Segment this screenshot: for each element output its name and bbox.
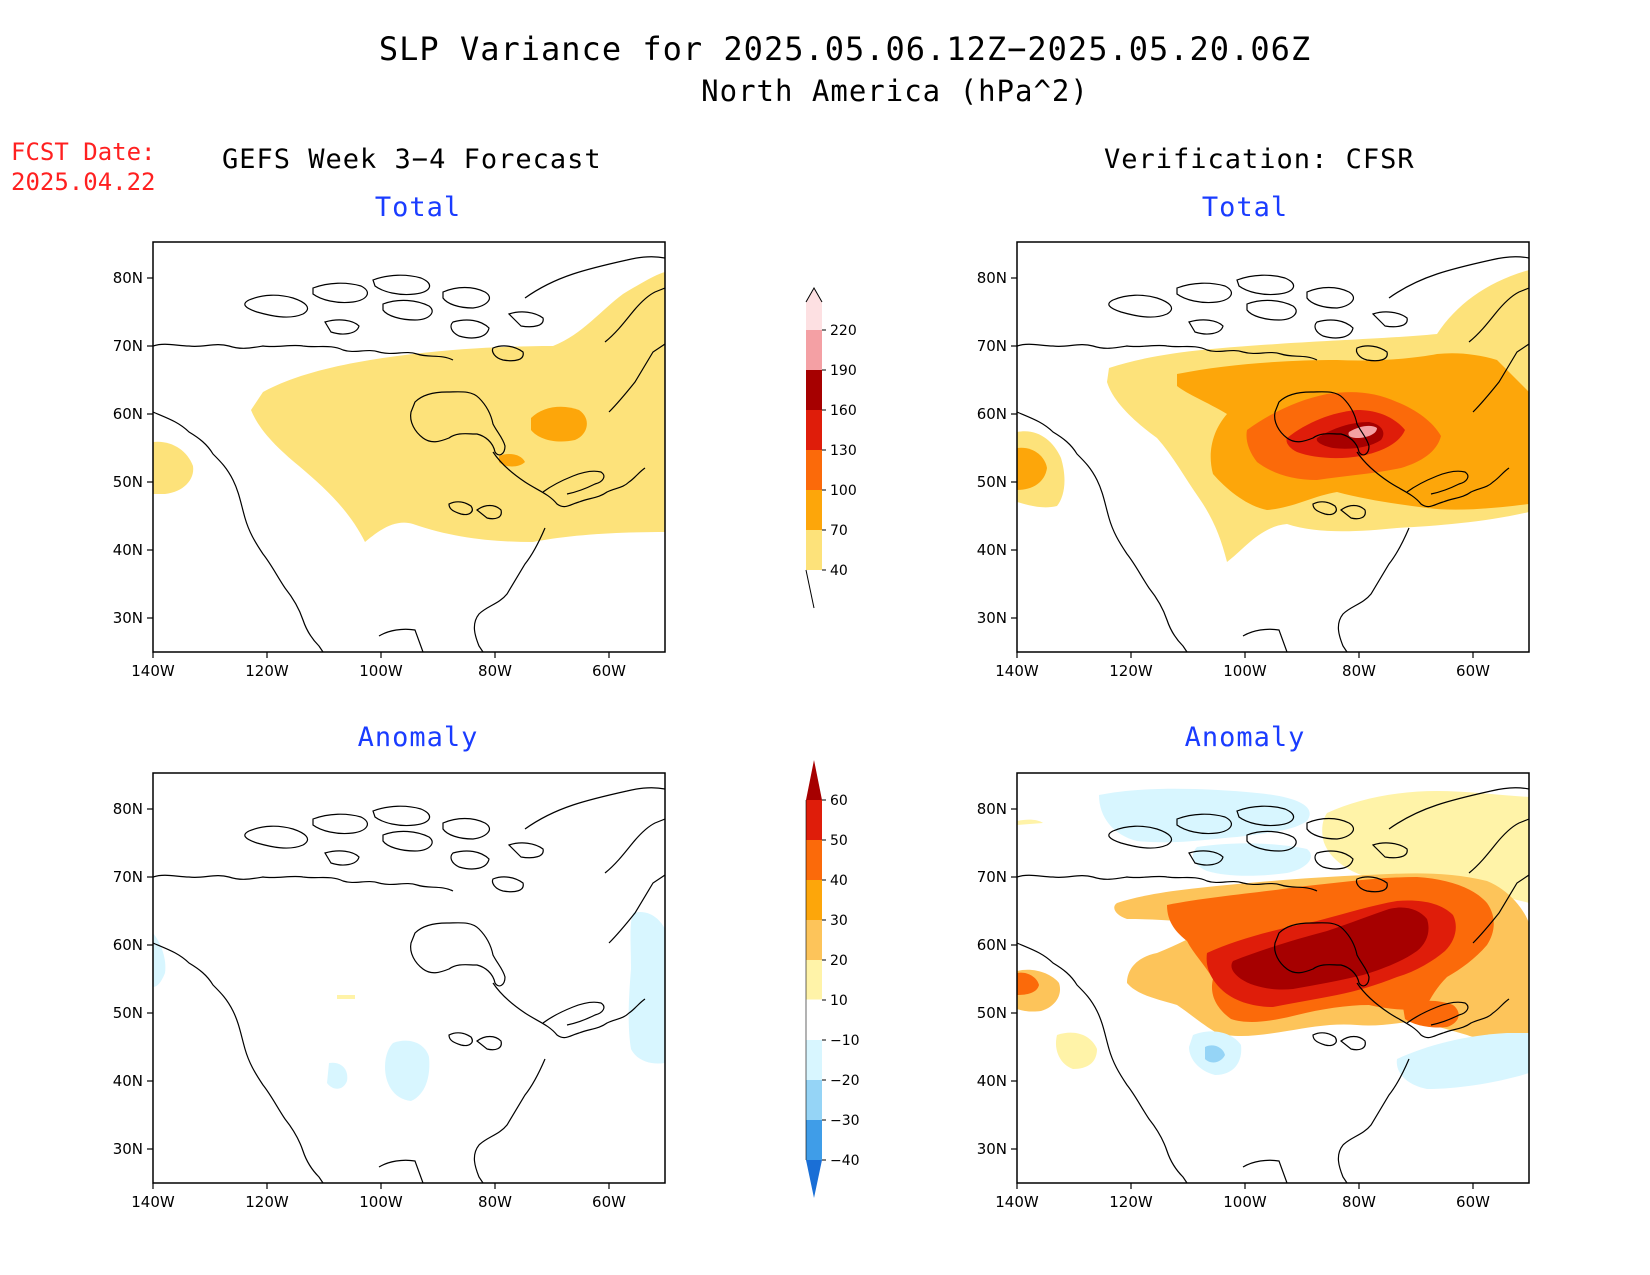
lat-tick-label: 40N xyxy=(977,1072,1007,1090)
lat-tick-label: 60N xyxy=(113,936,143,954)
fcst-date-value: 2025.04.22 xyxy=(11,168,156,196)
colorbar-total-top-triangle xyxy=(805,286,823,303)
colorbar-total-label: 190 xyxy=(830,363,857,379)
lon-tick-label: 80W xyxy=(478,662,512,680)
lat-tick-label: 60N xyxy=(113,405,143,423)
lon-tick-label: 120W xyxy=(245,1193,289,1211)
colorbar-anomaly-swatch xyxy=(806,1120,822,1160)
lat-tick-label: 70N xyxy=(113,868,143,886)
colorbar-anomaly: 60 50 40 30 20 10 −10 −20 −30 −40 xyxy=(805,760,860,1198)
colorbar-anomaly-label: −30 xyxy=(830,1113,860,1129)
colorbar-total-swatch xyxy=(806,450,822,490)
colorbar-total-swatch xyxy=(806,330,822,370)
map-panel-forecast-anomaly xyxy=(152,772,666,1184)
axis-labels: 140W 120W 100W 80W 60W 80N 70N 60N 50N 40N 30N 140W… xyxy=(113,269,1490,1211)
lat-tick-label: 30N xyxy=(977,1140,1007,1158)
lon-tick-label: 60W xyxy=(1456,662,1490,680)
main-title: SLP Variance for 2025.05.06.12Z−2025.05.… xyxy=(378,30,1312,68)
fcst-date-label: FCST Date: xyxy=(11,138,156,166)
lat-tick-label: 70N xyxy=(977,868,1007,886)
lat-tick-label: 60N xyxy=(977,936,1007,954)
panel-title-forecast-total: Total xyxy=(374,192,462,223)
lat-tick-label: 40N xyxy=(977,541,1007,559)
lon-tick-label: 120W xyxy=(1109,662,1153,680)
colorbar-anomaly-label: 50 xyxy=(830,833,848,849)
lon-tick-label: 120W xyxy=(245,662,289,680)
lon-tick-label: 60W xyxy=(592,662,626,680)
map-panel-verification-total xyxy=(1016,241,1530,653)
colorbar-anomaly-swatch xyxy=(806,960,822,1000)
colorbar-anomaly-swatch xyxy=(806,1040,822,1080)
colorbar-total-label: 40 xyxy=(830,563,848,579)
map-panel-verification-anomaly xyxy=(1016,772,1530,1184)
lon-tick-label: 100W xyxy=(359,1193,403,1211)
lon-tick-label: 100W xyxy=(1223,1193,1267,1211)
lon-tick-label: 120W xyxy=(1109,1193,1153,1211)
panel-title-verification-total: Total xyxy=(1201,192,1289,223)
colorbar-total-bottom-edge xyxy=(805,569,815,609)
colorbar-total-label: 100 xyxy=(830,483,857,499)
colorbar-total-label: 70 xyxy=(830,523,848,539)
colorbar-total-swatch xyxy=(806,370,822,410)
colorbar-anomaly-swatch xyxy=(806,920,822,960)
lon-tick-label: 80W xyxy=(478,1193,512,1211)
colorbar-total-swatch xyxy=(806,410,822,450)
map-panel-forecast-total xyxy=(152,241,666,653)
colorbar-total-swatch xyxy=(806,490,822,530)
lon-tick-label: 100W xyxy=(359,662,403,680)
lat-tick-label: 80N xyxy=(113,269,143,287)
colorbar-total-label: 160 xyxy=(830,403,857,419)
colorbar-anomaly-label: −10 xyxy=(830,1033,860,1049)
lat-tick-label: 40N xyxy=(113,1072,143,1090)
lat-tick-label: 60N xyxy=(977,405,1007,423)
colorbar-anomaly-swatch xyxy=(806,1080,822,1120)
lat-tick-label: 80N xyxy=(977,269,1007,287)
colorbar-anomaly-label: −20 xyxy=(830,1073,860,1089)
colorbar-total-label: 130 xyxy=(830,443,857,459)
panel-title-forecast-anomaly: Anomaly xyxy=(357,722,479,753)
lat-tick-label: 50N xyxy=(113,473,143,491)
colorbar-total: 40 70 100 130 160 190 220 xyxy=(805,286,857,609)
lon-tick-label: 60W xyxy=(1456,1193,1490,1211)
lon-tick-label: 140W xyxy=(131,1193,175,1211)
lat-tick-label: 30N xyxy=(113,1140,143,1158)
lon-tick-label: 140W xyxy=(995,1193,1039,1211)
lat-tick-label: 50N xyxy=(977,473,1007,491)
colorbar-anomaly-label: 30 xyxy=(830,913,848,929)
lat-tick-label: 50N xyxy=(113,1004,143,1022)
lat-tick-label: 70N xyxy=(113,337,143,355)
lon-tick-label: 100W xyxy=(1223,662,1267,680)
lon-tick-label: 80W xyxy=(1342,1193,1376,1211)
lat-tick-label: 40N xyxy=(113,541,143,559)
lat-tick-label: 50N xyxy=(977,1004,1007,1022)
colorbar-anomaly-swatch xyxy=(806,840,822,880)
colorbar-anomaly-label: 40 xyxy=(830,873,848,889)
colorbar-anomaly-label: 10 xyxy=(830,993,848,1009)
colorbar-anomaly-label: −40 xyxy=(830,1153,860,1169)
column-heading-verification: Verification: CFSR xyxy=(1104,144,1415,175)
lat-tick-label: 80N xyxy=(113,800,143,818)
colorbar-total-label: 220 xyxy=(830,323,857,339)
colorbar-anomaly-swatch xyxy=(805,999,823,1041)
lon-tick-label: 140W xyxy=(995,662,1039,680)
lat-tick-label: 80N xyxy=(977,800,1007,818)
colorbar-anomaly-swatch xyxy=(806,880,822,920)
colorbar-anomaly-label: 60 xyxy=(830,793,848,809)
main-subtitle: North America (hPa^2) xyxy=(701,74,1089,108)
panel-title-verification-anomaly: Anomaly xyxy=(1184,722,1306,753)
colorbar-anomaly-top-triangle xyxy=(806,760,822,800)
colorbar-anomaly-label: 20 xyxy=(830,953,848,969)
colorbar-total-swatch xyxy=(806,302,822,330)
column-heading-forecast: GEFS Week 3−4 Forecast xyxy=(222,144,602,175)
colorbar-anomaly-bottom-triangle xyxy=(806,1160,822,1198)
lon-tick-label: 80W xyxy=(1342,662,1376,680)
colorbar-total-swatch xyxy=(806,530,822,570)
lat-tick-label: 30N xyxy=(113,609,143,627)
lat-tick-label: 70N xyxy=(977,337,1007,355)
lat-tick-label: 30N xyxy=(977,609,1007,627)
lon-tick-label: 140W xyxy=(131,662,175,680)
colorbar-anomaly-swatch xyxy=(806,800,822,840)
lon-tick-label: 60W xyxy=(592,1193,626,1211)
